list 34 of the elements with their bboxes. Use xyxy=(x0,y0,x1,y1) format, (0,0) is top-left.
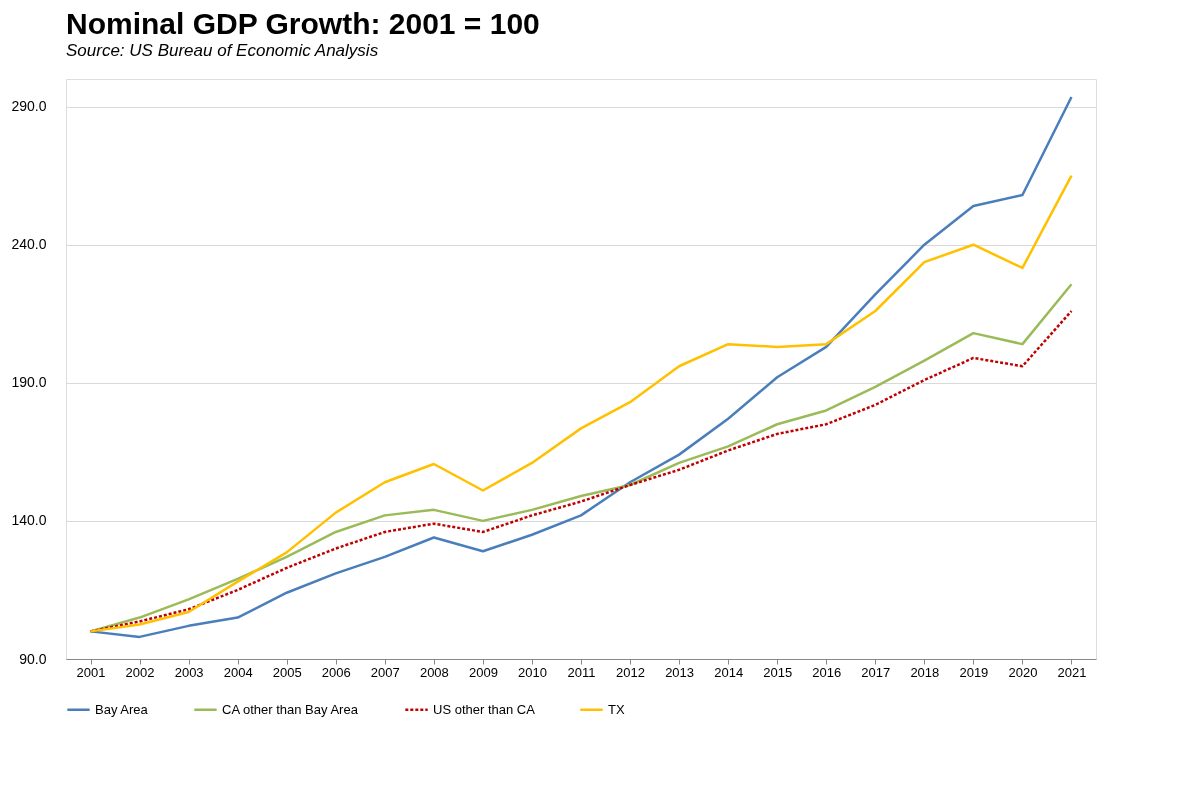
x-tick-label: 2006 xyxy=(321,664,351,680)
x-tick-label: 2011 xyxy=(567,664,596,680)
legend-label: CA other than Bay Area xyxy=(222,701,359,717)
legend-label: TX xyxy=(608,701,625,717)
line-series xyxy=(89,95,1073,639)
x-tick-label: 2005 xyxy=(272,664,302,680)
x-tick-label: 2016 xyxy=(812,664,842,680)
y-tick-label: 190.0 xyxy=(11,374,47,391)
y-tick-label: 290.0 xyxy=(11,98,47,115)
legend-label: Bay Area xyxy=(95,701,149,717)
x-tick-label: 2021 xyxy=(1057,664,1087,680)
x-tick-label: 2007 xyxy=(370,664,400,680)
line-series xyxy=(89,174,1073,633)
x-tick-label: 2014 xyxy=(714,664,744,680)
y-tick-label: 140.0 xyxy=(11,512,47,529)
x-tick-label: 2009 xyxy=(468,664,498,680)
x-tick-label: 2002 xyxy=(125,664,155,680)
x-tick-label: 2019 xyxy=(959,664,989,680)
y-tick-label: 90.0 xyxy=(19,650,47,667)
x-tick-label: 2018 xyxy=(910,664,940,680)
x-tick-label: 2012 xyxy=(616,664,646,680)
x-tick-label: 2010 xyxy=(517,664,547,680)
x-tick-label: 2013 xyxy=(665,664,695,680)
chart-title: Nominal GDP Growth: 2001 = 100 xyxy=(66,7,540,40)
legend-label: US other than CA xyxy=(433,701,536,717)
x-tick-label: 2017 xyxy=(861,664,891,680)
y-tick-label: 240.0 xyxy=(11,236,47,253)
x-tick-label: 2008 xyxy=(419,664,449,680)
x-tick-label: 2003 xyxy=(174,664,204,680)
x-tick-label: 2004 xyxy=(223,664,253,680)
x-tick-label: 2015 xyxy=(763,664,793,680)
chart-subtitle: Source: US Bureau of Economic Analysis xyxy=(66,41,379,60)
x-tick-label: 2001 xyxy=(76,664,106,680)
x-tick-label: 2020 xyxy=(1008,664,1038,680)
